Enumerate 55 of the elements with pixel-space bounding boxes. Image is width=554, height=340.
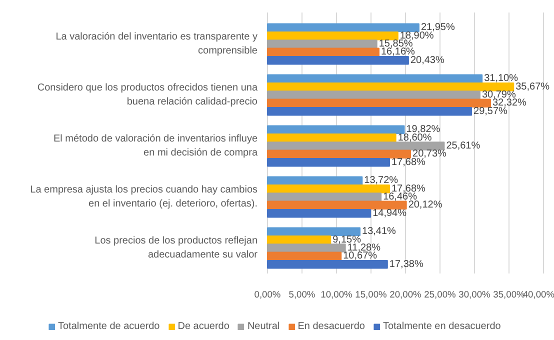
bar [267, 150, 412, 159]
bar [267, 56, 409, 65]
data-label: 13,41% [362, 226, 396, 238]
data-label: 9,15% [332, 234, 362, 246]
y-tick-label: Los precios de los productos reflejan adecuadamente su valor [94, 235, 258, 261]
bar [267, 184, 390, 194]
bar [267, 142, 445, 150]
data-label: 17,68% [391, 156, 426, 168]
x-tick-label: 25,00% [424, 290, 456, 300]
y-tick-label: La valoración del inventario es transparente y comprensible [56, 31, 258, 57]
legend-label: De acuerdo [178, 321, 230, 332]
legend-label: Neutral [247, 321, 280, 332]
data-label: 14,94% [372, 208, 407, 219]
data-label: 25,61% [446, 140, 480, 152]
bar [267, 31, 398, 40]
x-tick-label: 30,00% [458, 290, 490, 300]
legend-label: Totalmente en desacuerdo [382, 321, 501, 332]
data-label: 18,60% [398, 132, 432, 144]
data-label: 10,67% [343, 250, 378, 262]
bar [267, 235, 332, 244]
data-label: 29,57% [474, 106, 508, 117]
x-tick-label: 15,00% [355, 290, 387, 300]
x-tick-label: 20,00% [390, 290, 422, 300]
bar [267, 23, 420, 32]
bar [267, 125, 405, 134]
bar [267, 48, 380, 57]
x-tick-label: 5,00% [288, 290, 316, 300]
data-label: 11,28% [347, 242, 381, 254]
x-tick-label: 0,00% [254, 290, 281, 300]
bar [267, 158, 390, 167]
bar [267, 106, 472, 116]
bar [267, 252, 342, 261]
bar [267, 227, 361, 236]
data-label: 35,67% [516, 81, 550, 92]
bar [267, 40, 378, 48]
bar [267, 176, 363, 186]
bar [267, 133, 396, 142]
bar [267, 260, 388, 269]
bar [267, 74, 483, 84]
bar [267, 208, 372, 218]
x-tick-label: 10,00% [320, 290, 352, 300]
bar [267, 82, 514, 92]
bar [267, 192, 382, 202]
data-label: 20,43% [410, 54, 444, 66]
y-tick-label: La empresa ajusta los precios cuando hay cambios en el inventario (ej. deterioro, ofertas). [30, 184, 258, 210]
legend-label: Totalmente de acuerdo [58, 321, 160, 332]
y-tick-label: El método de valoración de inventarios influye en mi decisión de compra [53, 133, 258, 159]
y-tick-label: Considero que los productos ofrecidos tienen una buena relación calidad-precio [37, 82, 258, 108]
legend-label: En desacuerdo [298, 321, 365, 332]
bar [267, 90, 480, 100]
bar [267, 98, 492, 108]
bar [267, 200, 407, 210]
data-label: 20,12% [408, 200, 442, 211]
data-label: 17,38% [389, 258, 424, 270]
bar [267, 244, 346, 252]
